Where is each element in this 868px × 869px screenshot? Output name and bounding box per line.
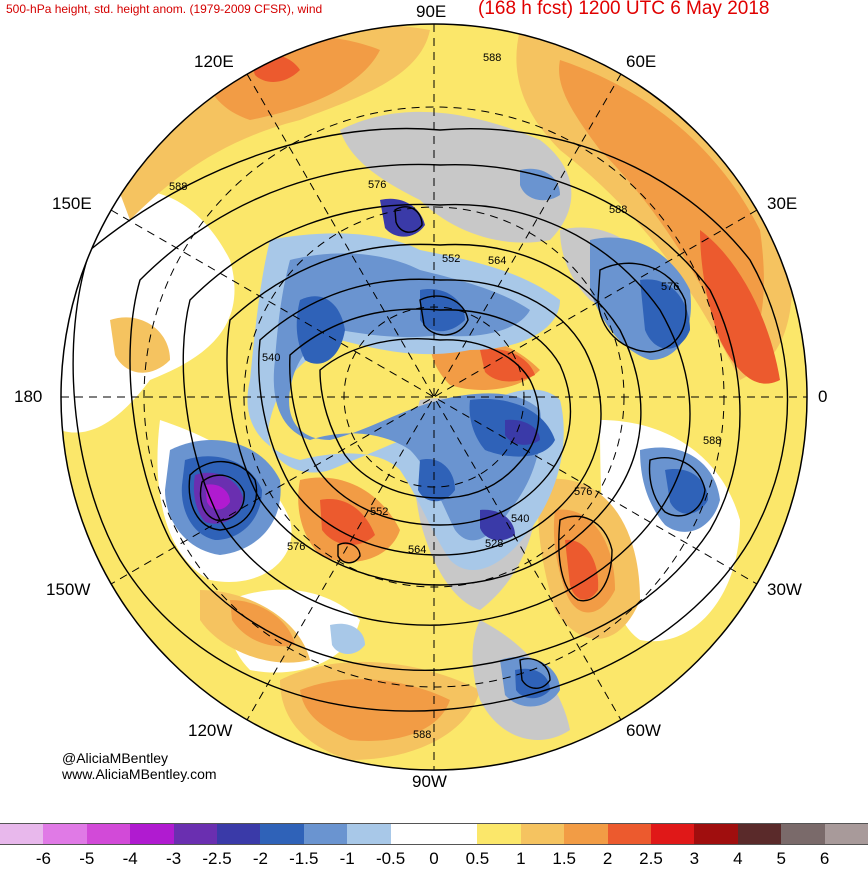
colorbar-swatch	[0, 823, 44, 845]
longitude-label-180: 180	[14, 387, 43, 406]
colorbar-swatch	[520, 823, 565, 845]
colorbar-swatch	[260, 823, 305, 845]
contour-label: 588	[169, 181, 187, 193]
contour-label: 528	[485, 538, 503, 550]
credit-handle: @AliciaMBentley	[62, 750, 169, 766]
colorbar-swatch	[781, 823, 826, 845]
colorbar-tick-label: 3	[689, 849, 700, 868]
contour-label: 588	[703, 435, 721, 447]
colorbar-tick-label: -3	[166, 849, 182, 868]
map-boundary	[60, 23, 808, 771]
contour-label: 564	[408, 544, 426, 556]
contour-label: 588	[413, 729, 431, 741]
colorbar-swatch	[607, 823, 652, 845]
colorbar-tick-label: -2.5	[202, 849, 232, 868]
colorbar-swatch	[651, 823, 695, 845]
colorbar-swatch	[434, 823, 478, 845]
map-title-variables: 500-hPa height, std. height anom. (1979-…	[6, 2, 323, 16]
colorbar-swatch	[564, 823, 609, 845]
longitude-label-120w: 120W	[188, 721, 233, 740]
longitude-label-30w: 30W	[767, 580, 802, 599]
colorbar-swatch	[43, 823, 88, 845]
colorbar-tick-label: 2	[602, 849, 613, 868]
colorbar-tick-label: -1	[339, 849, 355, 868]
colorbar-tick-label: 4	[733, 849, 743, 868]
contour-label: 588	[483, 52, 501, 64]
longitude-label-90w: 90W	[412, 772, 447, 791]
colorbar-tick-label: 1.5	[552, 849, 577, 868]
colorbar-swatch	[390, 823, 435, 845]
contour-label-group: 588 588 588 588 588 576 576 576 576 564 …	[169, 52, 721, 741]
colorbar-tick-label: -5	[79, 849, 95, 868]
colorbar-tick-label: 0	[429, 849, 439, 868]
longitude-label-120e: 120E	[194, 52, 234, 71]
colorbar-tick-label: -2	[252, 849, 268, 868]
contour-label: 576	[574, 486, 592, 498]
colorbar-swatch	[173, 823, 218, 845]
contour-label: 588	[609, 204, 627, 216]
colorbar-tick-label: 6	[819, 849, 830, 868]
colorbar-swatch	[737, 823, 782, 845]
longitude-label-60w: 60W	[626, 721, 661, 740]
longitude-label-90e: 90E	[416, 2, 447, 21]
longitude-label-150e: 150E	[52, 194, 92, 213]
colorbar-swatch	[217, 823, 261, 845]
colorbar-swatch	[130, 823, 175, 845]
colorbar-tick-label: -1.5	[289, 849, 319, 868]
colorbar-tick-label: 2.5	[639, 849, 663, 868]
colorbar-swatch	[303, 823, 348, 845]
contour-label: 552	[442, 253, 460, 265]
graticule	[61, 24, 807, 770]
contour-label: 564	[488, 255, 506, 267]
colorbar-tick-label: 1	[516, 849, 526, 868]
colorbar-tick-label: -6	[35, 849, 51, 868]
colorbar-swatch	[86, 823, 131, 845]
contour-label: 576	[661, 281, 679, 293]
contour-label: 540	[262, 352, 280, 364]
colorbar-tick-label: -0.5	[375, 849, 406, 868]
colorbar-swatch	[694, 823, 739, 845]
contour-label: 576	[287, 541, 305, 553]
anomaly-colorbar: -6 -5 -4 -3 -2.5 -2 -1.5 -1 -0.5 0 0.5 1 1.5 2 2.5 3 4 5 6	[0, 823, 868, 868]
height-contours	[72, 127, 789, 712]
colorbar-swatch	[824, 823, 868, 845]
contour-label: 540	[511, 513, 529, 525]
map-title-forecast-time: (168 h fcst) 1200 UTC 6 May 2018	[478, 0, 770, 19]
colorbar-tick-label: 5	[776, 849, 786, 868]
contour-label: 576	[368, 179, 386, 191]
longitude-label-60e: 60E	[626, 52, 657, 71]
longitude-label-30e: 30E	[767, 194, 798, 213]
longitude-label-150w: 150W	[46, 580, 91, 599]
colorbar-tick-label: -4	[122, 849, 138, 868]
credit-website: www.AliciaMBentley.com	[62, 766, 217, 782]
polar-stereographic-map: 588 588 588 588 588 576 576 576 576 564 …	[60, 23, 808, 771]
colorbar-swatch	[347, 823, 392, 845]
colorbar-swatch	[477, 823, 522, 845]
longitude-label-0: 0	[818, 387, 828, 406]
contour-label: 552	[370, 506, 388, 518]
colorbar-tick-label: 0.5	[465, 849, 490, 868]
